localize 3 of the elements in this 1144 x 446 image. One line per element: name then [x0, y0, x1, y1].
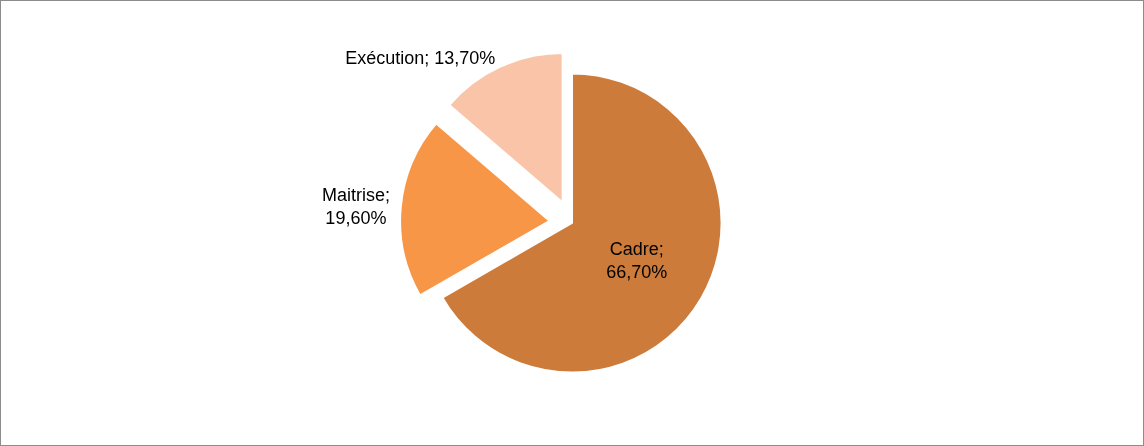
slice-label: Cadre; 66,70% [606, 238, 668, 283]
slice-label: Maitrise; 19,60% [321, 184, 390, 229]
slice-label: Exécution; 13,70% [345, 48, 496, 69]
